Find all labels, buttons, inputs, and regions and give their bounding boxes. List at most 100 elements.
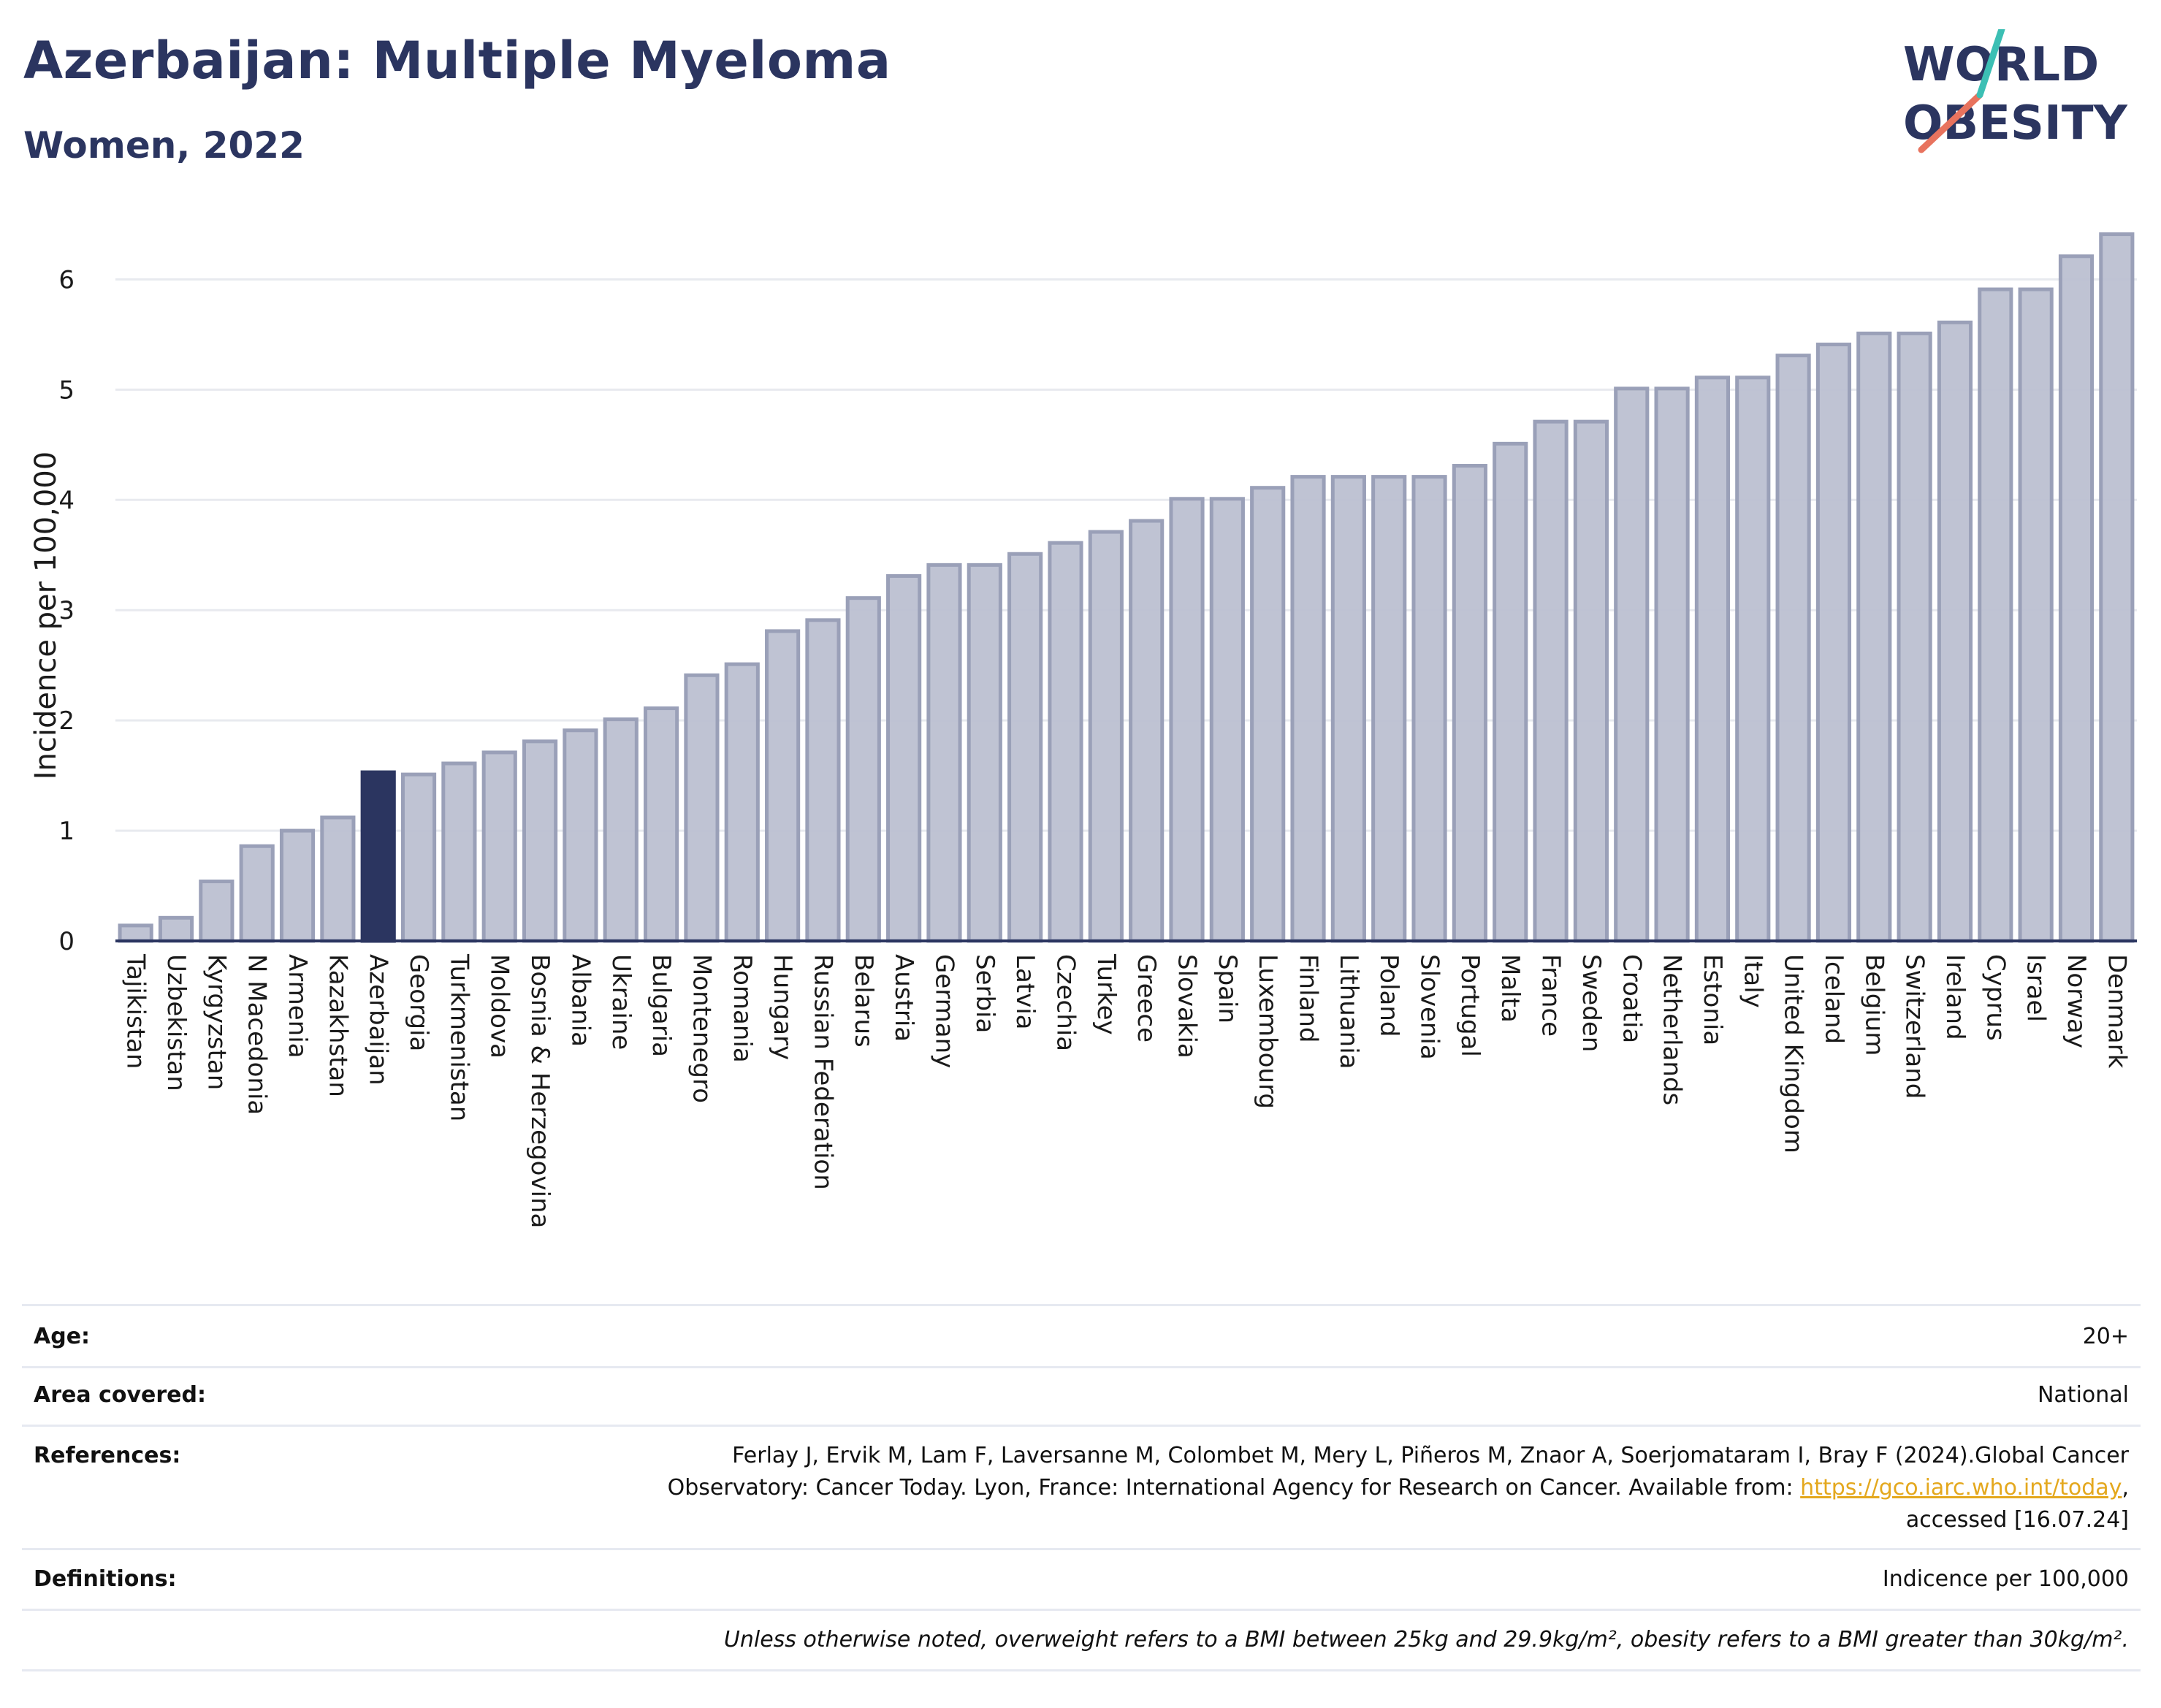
x-tick-label: Montenegro [687, 954, 716, 1103]
bar-luxembourg [1250, 486, 1286, 943]
chart-title: Azerbaijan: Multiple Myeloma [23, 31, 891, 91]
logo-slash-coral [1918, 91, 1983, 153]
x-tick-label: Estonia [1698, 954, 1727, 1045]
x-tick-label: Moldova [485, 954, 514, 1059]
y-tick-label: 4 [58, 486, 75, 515]
x-tick-label: Uzbekistan [161, 954, 191, 1091]
x-tick-label: Norway [2062, 954, 2091, 1048]
references-line-2-text: Observatory: Cancer Today. Lyon, France:… [667, 1475, 1801, 1501]
x-tick-label: Slovakia [1173, 954, 1202, 1059]
x-tick-label: Austria [889, 954, 918, 1042]
bar-tajikistan [118, 923, 153, 943]
x-tick-label: Belgium [1859, 954, 1889, 1056]
area-value: National [2037, 1382, 2129, 1408]
bar-bosnia-herzegovina [522, 739, 558, 943]
bar-albania [563, 728, 598, 943]
x-tick-label: Turkmenistan [444, 953, 473, 1121]
x-tick-label: N Macedonia [243, 954, 272, 1115]
x-tick-label: Kyrgyzstan [202, 954, 231, 1090]
bar-slovakia [1169, 497, 1205, 943]
x-tick-label: Greece [1132, 954, 1161, 1042]
meta-row-definitions: Definitions: Indicence per 100,000 [22, 1549, 2141, 1611]
y-tick-label: 5 [58, 375, 75, 405]
x-tick-label: Hungary [768, 954, 797, 1060]
x-tick-label: Poland [1374, 954, 1403, 1037]
bar-france [1533, 419, 1569, 943]
definitions-value: Indicence per 100,000 [1882, 1566, 2129, 1592]
x-tick-label: Cyprus [1981, 954, 2010, 1041]
x-tick-label: Iceland [1819, 954, 1848, 1044]
bar-norway [2058, 254, 2095, 943]
logo-line1: WORLD [1903, 38, 2099, 92]
logo-line2: OBESITY [1903, 96, 2127, 150]
bar-belarus [845, 596, 881, 943]
x-tick-label: Luxembourg [1253, 954, 1282, 1109]
meta-row-note: Unless otherwise noted, overweight refer… [22, 1609, 2141, 1671]
x-tick-label: Russian Federation [808, 954, 837, 1190]
x-tick-label: Slovenia [1415, 954, 1444, 1060]
references-line-1: Ferlay J, Ervik M, Lam F, Laversanne M, … [732, 1443, 2129, 1468]
x-tick-label: Kazakhstan [323, 954, 352, 1097]
bar-israel [2018, 287, 2054, 943]
x-tick-label: Latvia [1010, 954, 1040, 1030]
x-tick-label: Croatia [1617, 954, 1646, 1043]
x-tick-label: Serbia [970, 954, 999, 1033]
bar-kazakhstan [320, 815, 356, 943]
x-tick-label: Tajikistan [121, 953, 150, 1069]
bar-iceland [1815, 343, 1852, 943]
x-tick-label: Malta [1495, 954, 1525, 1023]
bar-romania [724, 662, 760, 943]
age-value: 20+ [2082, 1324, 2129, 1349]
x-tick-label: France [1536, 954, 1566, 1037]
y-tick-label: 6 [58, 265, 75, 294]
bar-bulgaria [644, 706, 679, 943]
x-tick-label: Italy [1738, 954, 1767, 1008]
y-tick-label: 1 [58, 817, 75, 846]
x-tick-label: Israel [2021, 954, 2051, 1022]
definitions-label: Definitions: [34, 1566, 177, 1592]
bar-kyrgyzstan [199, 880, 235, 943]
x-tick-label: United Kingdom [1779, 954, 1808, 1154]
meta-row-age: Age: 20+ [22, 1304, 2141, 1368]
y-axis-label: Incidence per 100,000 [29, 451, 63, 780]
x-tick-label: Sweden [1577, 954, 1606, 1052]
bar-denmark [2099, 232, 2135, 943]
x-tick-label: Germany [929, 954, 958, 1068]
logo-slash-teal [1976, 29, 2005, 99]
bar-azerbaijan [360, 770, 396, 943]
references-link[interactable]: https://gco.iarc.who.int/today [1800, 1475, 2122, 1501]
bar-lithuania [1330, 475, 1366, 943]
bar-hungary [765, 629, 801, 943]
x-tick-label: Czechia [1051, 954, 1080, 1051]
bar-czechia [1048, 541, 1083, 943]
references-label: References: [34, 1443, 181, 1468]
references-line-2: Observatory: Cancer Today. Lyon, France:… [668, 1472, 2129, 1504]
world-obesity-logo: WORLD OBESITY [1903, 29, 2127, 153]
bar-netherlands [1654, 386, 1690, 943]
y-tick-label: 0 [58, 927, 75, 956]
bar-germany [926, 563, 962, 943]
x-tick-label: Ukraine [606, 954, 636, 1050]
x-tick-label: Romania [728, 954, 757, 1063]
bar-cyprus [1978, 287, 2013, 943]
x-tick-label: Finland [1294, 954, 1323, 1043]
age-label: Age: [34, 1324, 91, 1349]
bar-georgia [400, 772, 437, 943]
bmi-note: Unless otherwise noted, overweight refer… [723, 1627, 2129, 1652]
x-tick-label: Ireland [1940, 954, 1970, 1040]
bar-switzerland [1897, 331, 1932, 943]
bar-chart: 0 1 2 3 4 5 6 Incidence per 100,000 Tajikistan Uz… [29, 232, 2137, 1228]
x-tick-label: Azerbaijan [364, 954, 393, 1086]
bar-austria [886, 573, 922, 943]
y-tick-label: 3 [58, 596, 75, 625]
bar-sweden [1573, 419, 1609, 943]
y-tick-label: 2 [58, 706, 75, 736]
x-tick-label: Netherlands [1658, 954, 1687, 1105]
references-line-2-end: , [2122, 1475, 2129, 1501]
x-tick-label: Spain [1213, 954, 1242, 1023]
bar-croatia [1614, 386, 1650, 943]
bar-finland [1290, 475, 1326, 943]
bar-united-kingdom [1775, 354, 1811, 943]
x-tick-label: Bosnia & Herzegovina [525, 954, 554, 1228]
bar-latvia [1007, 552, 1043, 943]
